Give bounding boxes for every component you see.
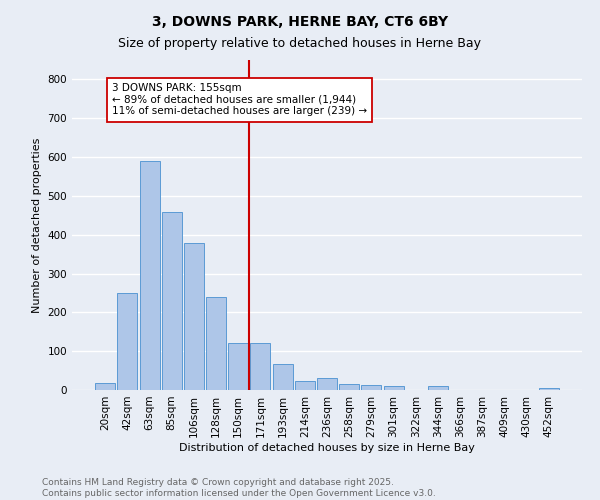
Bar bbox=[339, 384, 359, 390]
Bar bbox=[206, 297, 226, 390]
Bar bbox=[361, 385, 382, 390]
Text: Contains HM Land Registry data © Crown copyright and database right 2025.
Contai: Contains HM Land Registry data © Crown c… bbox=[42, 478, 436, 498]
Bar bbox=[95, 383, 115, 390]
Bar bbox=[383, 386, 404, 390]
Text: Size of property relative to detached houses in Herne Bay: Size of property relative to detached ho… bbox=[119, 38, 482, 51]
Bar bbox=[228, 344, 248, 390]
Text: 3 DOWNS PARK: 155sqm
← 89% of detached houses are smaller (1,944)
11% of semi-de: 3 DOWNS PARK: 155sqm ← 89% of detached h… bbox=[112, 84, 367, 116]
Bar bbox=[428, 386, 448, 390]
Bar bbox=[250, 344, 271, 390]
Bar bbox=[162, 212, 182, 390]
Bar bbox=[295, 382, 315, 390]
Bar bbox=[184, 243, 204, 390]
X-axis label: Distribution of detached houses by size in Herne Bay: Distribution of detached houses by size … bbox=[179, 442, 475, 452]
Bar bbox=[272, 364, 293, 390]
Bar bbox=[140, 161, 160, 390]
Bar bbox=[317, 378, 337, 390]
Text: 3, DOWNS PARK, HERNE BAY, CT6 6BY: 3, DOWNS PARK, HERNE BAY, CT6 6BY bbox=[152, 15, 448, 29]
Bar bbox=[118, 293, 137, 390]
Bar bbox=[539, 388, 559, 390]
Y-axis label: Number of detached properties: Number of detached properties bbox=[32, 138, 42, 312]
